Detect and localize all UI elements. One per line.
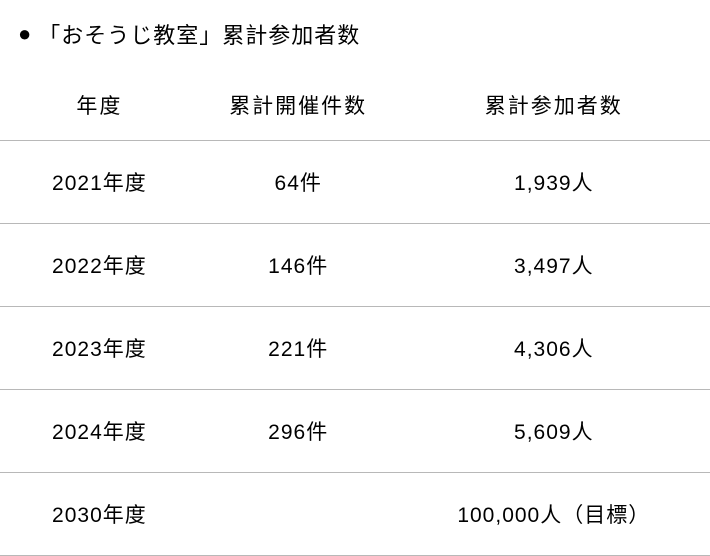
- cell-people: 100,000人（目標）: [398, 473, 710, 556]
- page-title: ● 「おそうじ教室」累計参加者数: [0, 18, 710, 50]
- table-row: 2022年度 146件 3,497人: [0, 224, 710, 307]
- table-row: 2021年度 64件 1,939人: [0, 141, 710, 224]
- table-header-row: 年度 累計開催件数 累計参加者数: [0, 70, 710, 141]
- cell-year: 2021年度: [0, 141, 199, 224]
- col-header-events: 累計開催件数: [199, 70, 398, 141]
- cell-people: 3,497人: [398, 224, 710, 307]
- cell-people: 5,609人: [398, 390, 710, 473]
- bullet-icon: ●: [18, 21, 32, 47]
- table-row: 2030年度 100,000人（目標）: [0, 473, 710, 556]
- col-header-people: 累計参加者数: [398, 70, 710, 141]
- title-text: 「おそうじ教室」累計参加者数: [38, 18, 360, 50]
- cell-events: 296件: [199, 390, 398, 473]
- cell-year: 2023年度: [0, 307, 199, 390]
- cell-events: 146件: [199, 224, 398, 307]
- cell-year: 2030年度: [0, 473, 199, 556]
- cell-events: 221件: [199, 307, 398, 390]
- col-header-year: 年度: [0, 70, 199, 141]
- cell-events: 64件: [199, 141, 398, 224]
- data-table: 年度 累計開催件数 累計参加者数 2021年度 64件 1,939人 2022年…: [0, 70, 710, 556]
- cell-people: 4,306人: [398, 307, 710, 390]
- cell-year: 2024年度: [0, 390, 199, 473]
- table-row: 2024年度 296件 5,609人: [0, 390, 710, 473]
- cell-year: 2022年度: [0, 224, 199, 307]
- cell-events: [199, 473, 398, 556]
- cell-people: 1,939人: [398, 141, 710, 224]
- table-row: 2023年度 221件 4,306人: [0, 307, 710, 390]
